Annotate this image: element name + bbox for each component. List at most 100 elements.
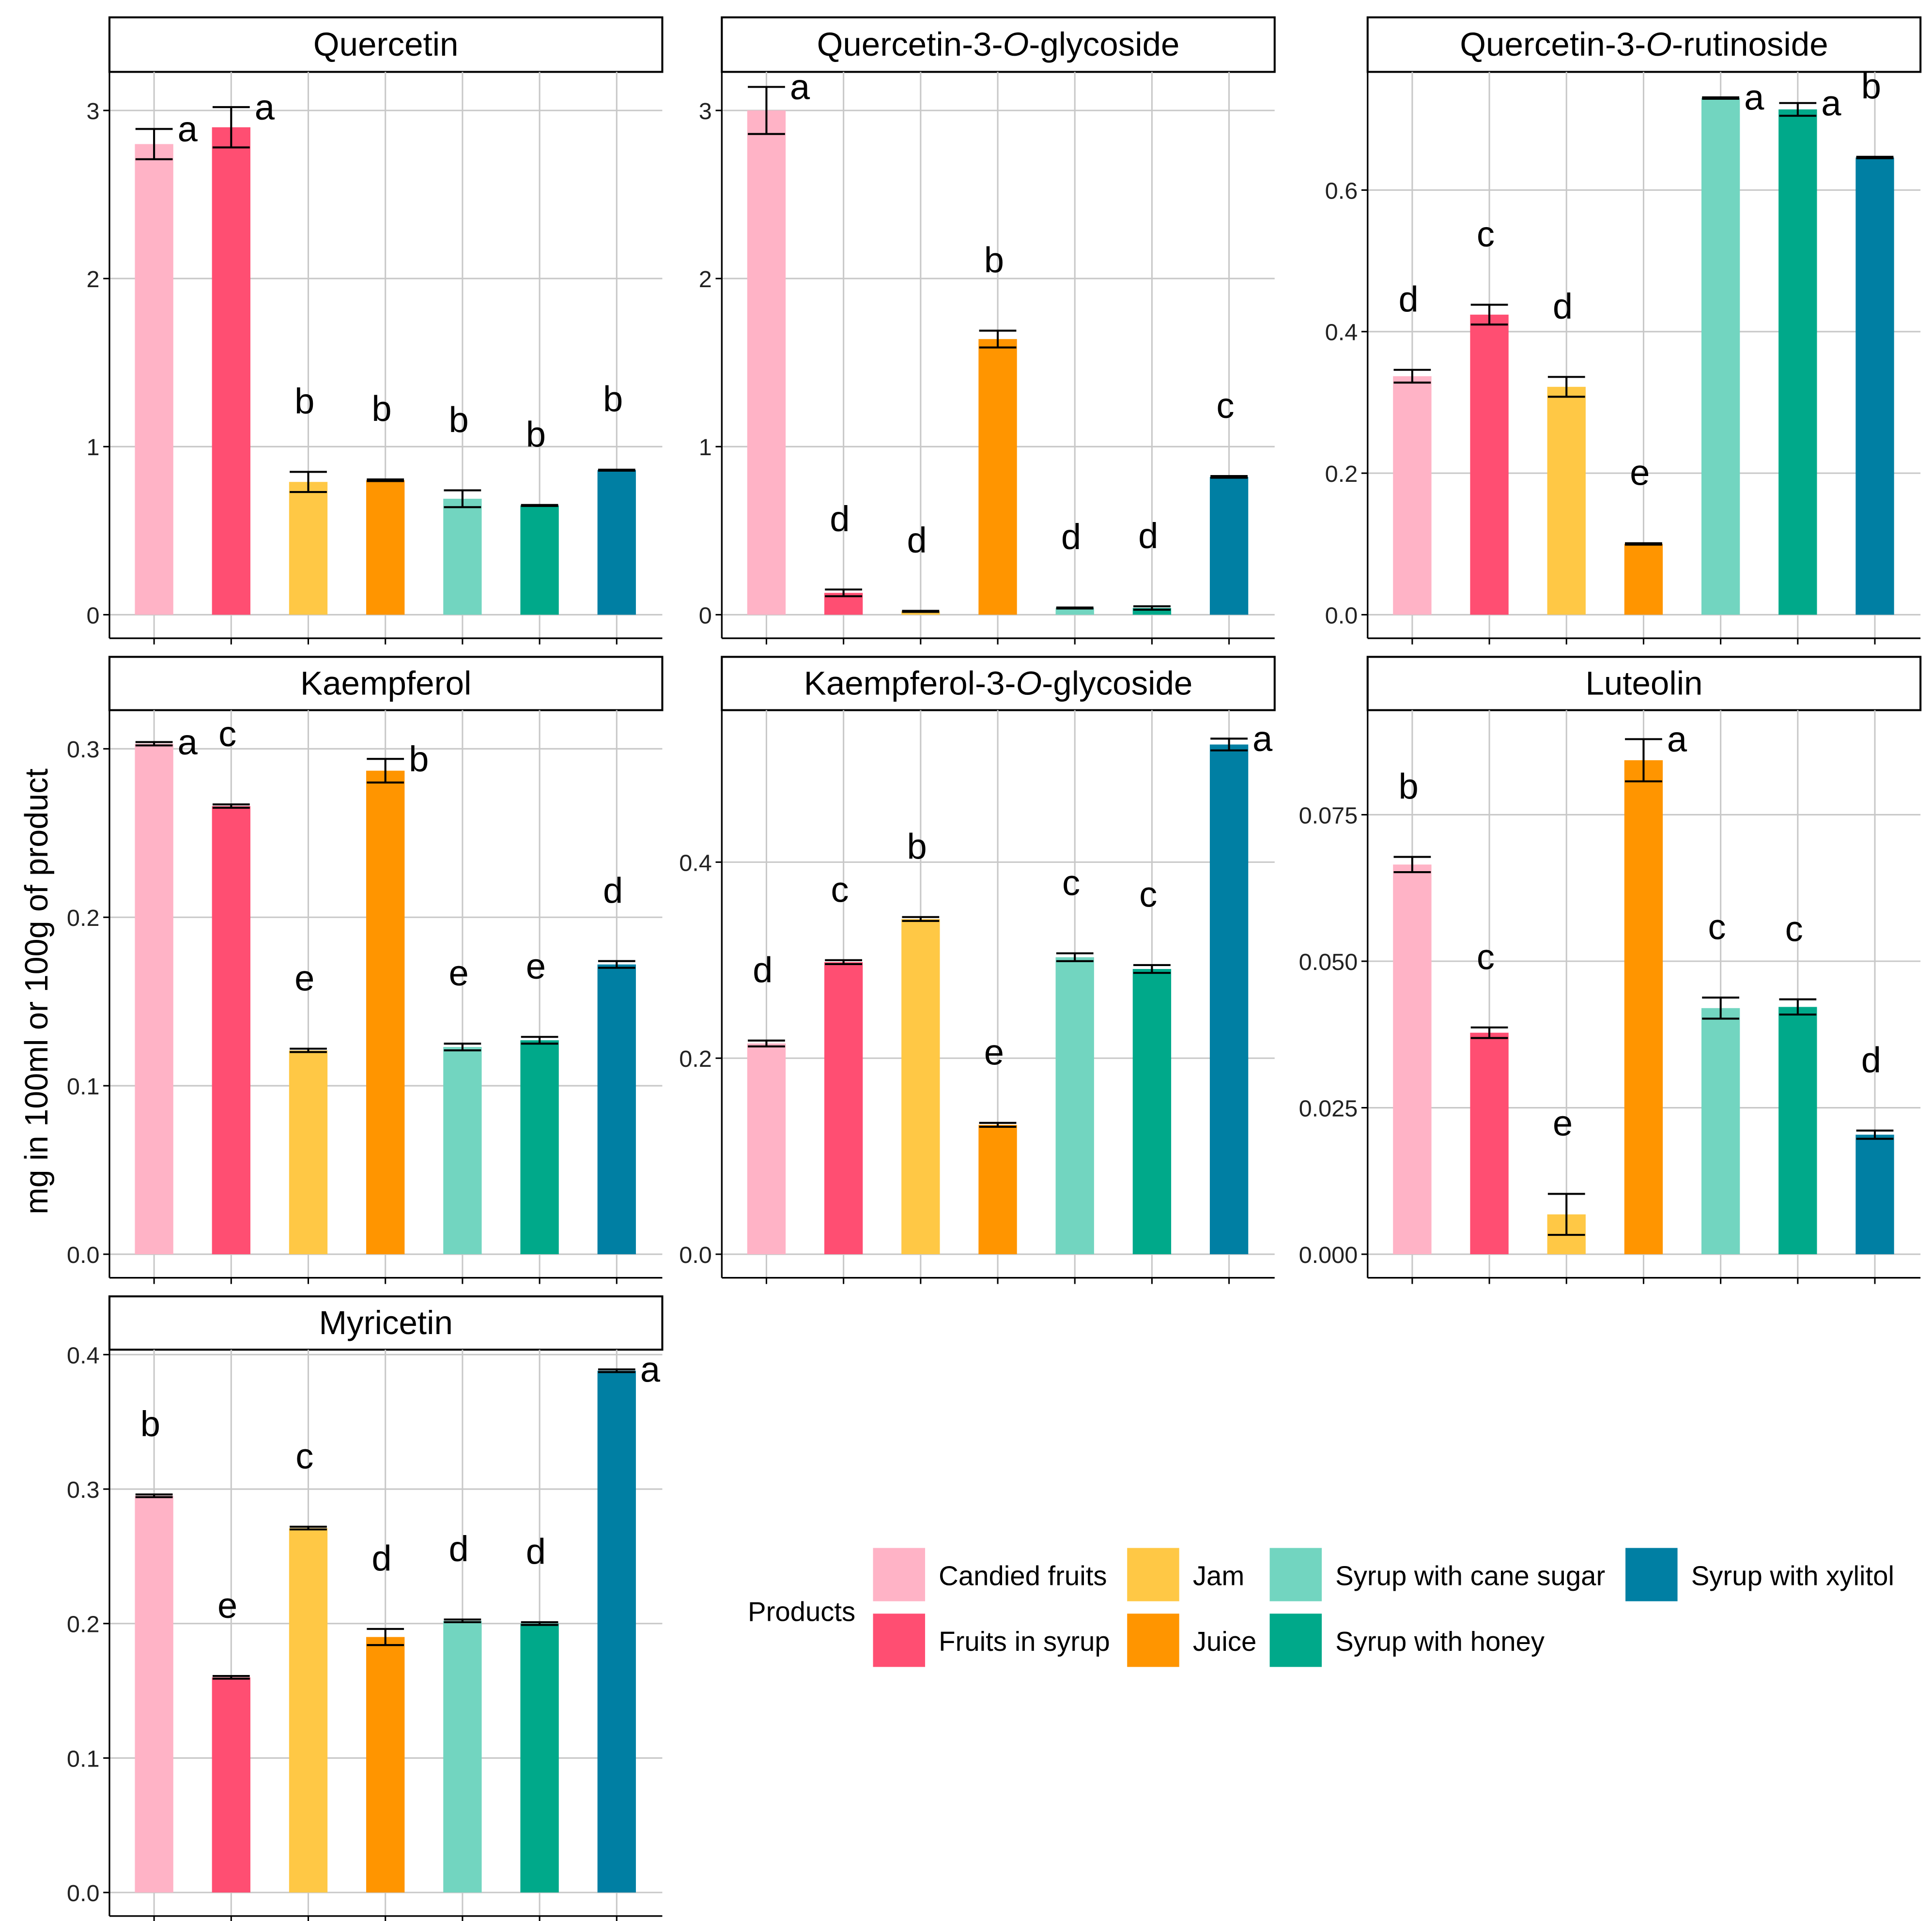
panel-7: Myricetin 0.0 0.1 0.2 0.3 0.4 b e c d d d a	[67, 1295, 664, 1921]
legend-label: Syrup with cane sugar	[1335, 1560, 1605, 1591]
y-tick-label: 0.000	[1299, 1242, 1358, 1268]
bar	[747, 1043, 786, 1255]
legend-label: Candied fruits	[939, 1560, 1107, 1591]
panel-title: Luteolin	[1585, 664, 1702, 702]
bar	[1855, 157, 1894, 615]
significance-letter: e	[1553, 1103, 1573, 1143]
bar	[443, 1047, 482, 1255]
y-tick-label: 0.0	[67, 1880, 100, 1906]
legend-title: Products	[748, 1597, 855, 1627]
y-tick-label: 1	[86, 434, 99, 461]
bar	[520, 1040, 559, 1255]
significance-letter: c	[1216, 385, 1234, 426]
panel-title: Myricetin	[319, 1304, 453, 1341]
panel-header	[721, 16, 1276, 73]
y-tick-label: 2	[699, 266, 712, 292]
bar	[978, 339, 1017, 615]
significance-letter: e	[984, 1032, 1004, 1073]
panel-title: Quercetin	[313, 25, 459, 63]
y-tick-label: 0.4	[67, 1342, 100, 1368]
y-tick-label: 0.4	[1325, 320, 1358, 346]
bar	[366, 770, 405, 1255]
panel-4: Kaempferol 0.0 0.1 0.2 0.3 a c e b e e d	[67, 656, 664, 1284]
bar	[135, 1495, 173, 1893]
significance-letter: a	[1821, 83, 1841, 123]
y-tick-label: 0.2	[67, 905, 100, 931]
legend-swatch	[1625, 1548, 1678, 1601]
y-tick-label: 0.0	[679, 1242, 712, 1268]
significance-letter: b	[294, 381, 314, 421]
significance-letter: e	[294, 958, 314, 998]
bar	[443, 1621, 482, 1893]
significance-letter: c	[1477, 214, 1495, 254]
panel-header	[108, 1295, 664, 1351]
bar	[747, 110, 786, 615]
significance-letter: e	[1630, 453, 1650, 493]
significance-letter: d	[1399, 279, 1419, 319]
bar	[1470, 1032, 1509, 1255]
y-tick-label: 0.3	[67, 1477, 100, 1503]
bar	[212, 806, 250, 1255]
significance-letter: b	[449, 400, 469, 440]
panel-2: Quercetin-3-O-glycoside 0 1 2 3 a d d b d d c	[699, 16, 1276, 645]
panel-header	[1366, 656, 1922, 711]
bar	[1470, 314, 1509, 615]
bar	[1209, 744, 1249, 1255]
significance-letter: c	[1477, 937, 1495, 977]
bar	[443, 498, 482, 615]
significance-letter: b	[409, 739, 429, 779]
bar	[135, 743, 173, 1255]
y-tick-label: 0.2	[679, 1046, 712, 1072]
y-tick-label: 0.2	[67, 1612, 100, 1638]
panel-title: Kaempferol	[300, 664, 471, 702]
significance-letter: c	[1785, 908, 1803, 949]
y-tick-label: 0.6	[1325, 178, 1358, 204]
significance-letter: e	[526, 946, 546, 986]
significance-letter: d	[753, 950, 773, 990]
significance-letter: d	[1553, 286, 1573, 326]
y-tick-label: 0.0	[1325, 602, 1358, 629]
bar	[212, 127, 250, 615]
bar	[289, 482, 328, 615]
significance-letter: d	[1061, 517, 1081, 557]
significance-letter: b	[371, 389, 391, 429]
bar	[1055, 608, 1094, 615]
significance-letter: a	[790, 67, 810, 107]
legend-label: Juice	[1193, 1626, 1256, 1657]
significance-letter: a	[178, 109, 198, 149]
significance-letter: b	[140, 1404, 160, 1444]
significance-letter: c	[1062, 862, 1080, 903]
bar	[901, 611, 940, 615]
bar	[289, 1528, 328, 1893]
legend-swatch	[1127, 1614, 1179, 1667]
y-tick-label: 0.4	[679, 850, 712, 876]
significance-letter: c	[295, 1436, 313, 1476]
y-tick-label: 1	[699, 434, 712, 461]
significance-letter: d	[526, 1532, 546, 1572]
significance-letter: c	[1139, 875, 1157, 915]
bar	[1055, 957, 1094, 1255]
bar	[1393, 376, 1432, 615]
y-tick-label: 0.3	[67, 737, 100, 763]
y-tick-label: 0.1	[67, 1746, 100, 1772]
panel-header	[108, 656, 664, 711]
y-axis-label: mg in 100ml or 100g of product	[19, 768, 55, 1214]
legend-swatch	[873, 1614, 926, 1667]
panel-title: Quercetin-3-O-glycoside	[817, 25, 1180, 63]
significance-letter: b	[984, 240, 1004, 280]
panel-5: Kaempferol-3-O-glycoside 0.0 0.2 0.4 d c b e c c a	[679, 656, 1276, 1284]
significance-letter: b	[1399, 766, 1419, 806]
significance-letter: d	[1138, 516, 1158, 556]
bar	[978, 1124, 1017, 1255]
bar	[520, 1623, 559, 1893]
y-tick-label: 0	[699, 602, 712, 629]
panel-header	[108, 16, 664, 73]
bar	[597, 470, 636, 615]
significance-letter: d	[603, 870, 623, 910]
panel-3: Quercetin-3-O-rutinoside 0.0 0.2 0.4 0.6 d c d e…	[1325, 16, 1922, 645]
y-tick-label: 0.075	[1299, 802, 1358, 829]
bar	[1778, 109, 1817, 615]
significance-letter: a	[1744, 77, 1764, 118]
legend-label: Syrup with honey	[1335, 1626, 1545, 1657]
